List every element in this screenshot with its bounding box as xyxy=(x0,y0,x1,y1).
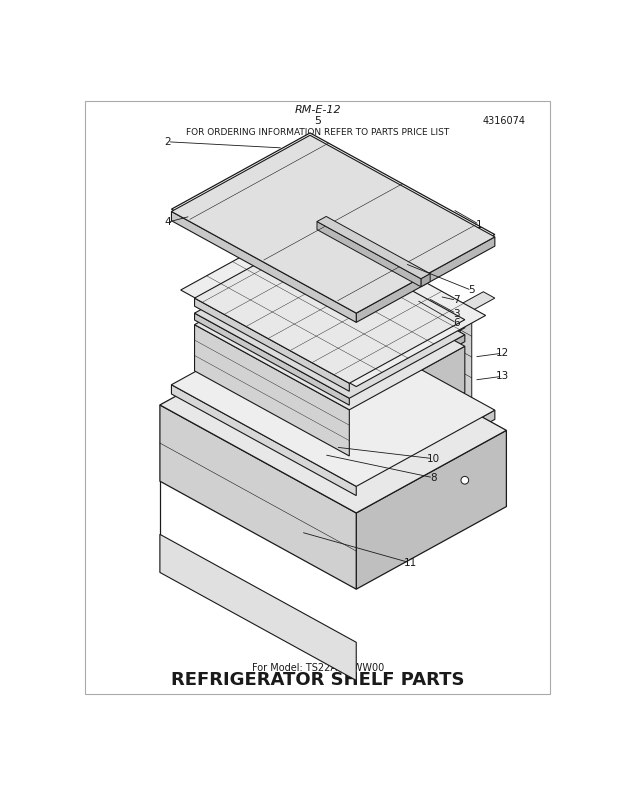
Text: REFRIGERATOR SHELF PARTS: REFRIGERATOR SHELF PARTS xyxy=(171,671,464,689)
Text: 5: 5 xyxy=(469,286,475,295)
Polygon shape xyxy=(195,325,349,456)
Text: 2: 2 xyxy=(164,137,171,147)
Text: 8: 8 xyxy=(430,473,436,482)
Polygon shape xyxy=(195,313,349,405)
Text: 6: 6 xyxy=(453,318,459,328)
Text: For Model: TS22AWXWW00: For Model: TS22AWXWW00 xyxy=(252,663,384,673)
Polygon shape xyxy=(195,261,465,410)
Polygon shape xyxy=(160,405,356,589)
Polygon shape xyxy=(317,221,421,286)
Polygon shape xyxy=(421,274,430,286)
Circle shape xyxy=(461,476,469,484)
Polygon shape xyxy=(356,410,495,496)
Text: 4: 4 xyxy=(164,217,171,227)
Text: 3: 3 xyxy=(453,309,459,319)
Text: 4316074: 4316074 xyxy=(482,116,526,127)
Text: 13: 13 xyxy=(496,371,509,381)
Polygon shape xyxy=(172,385,356,496)
Polygon shape xyxy=(195,298,349,391)
Text: 12: 12 xyxy=(496,348,509,358)
Polygon shape xyxy=(349,334,465,405)
Polygon shape xyxy=(160,323,507,513)
Polygon shape xyxy=(195,249,465,398)
Polygon shape xyxy=(460,305,472,472)
Polygon shape xyxy=(172,133,495,311)
Polygon shape xyxy=(356,430,507,589)
Polygon shape xyxy=(195,235,465,383)
Text: RM-E-12: RM-E-12 xyxy=(294,105,341,115)
Polygon shape xyxy=(227,275,433,387)
Text: 5: 5 xyxy=(314,116,321,127)
Text: 1: 1 xyxy=(476,220,483,230)
Polygon shape xyxy=(317,216,430,279)
Polygon shape xyxy=(180,219,485,386)
Polygon shape xyxy=(349,346,465,456)
Text: 7: 7 xyxy=(453,295,459,305)
Polygon shape xyxy=(460,292,495,311)
Polygon shape xyxy=(172,135,495,313)
Polygon shape xyxy=(172,212,356,323)
Text: 11: 11 xyxy=(404,558,417,567)
Text: 10: 10 xyxy=(427,453,440,464)
Polygon shape xyxy=(172,309,495,486)
Polygon shape xyxy=(356,237,495,323)
Polygon shape xyxy=(349,320,465,391)
Text: FOR ORDERING INFORMATION REFER TO PARTS PRICE LIST: FOR ORDERING INFORMATION REFER TO PARTS … xyxy=(186,128,450,138)
Polygon shape xyxy=(160,534,356,681)
